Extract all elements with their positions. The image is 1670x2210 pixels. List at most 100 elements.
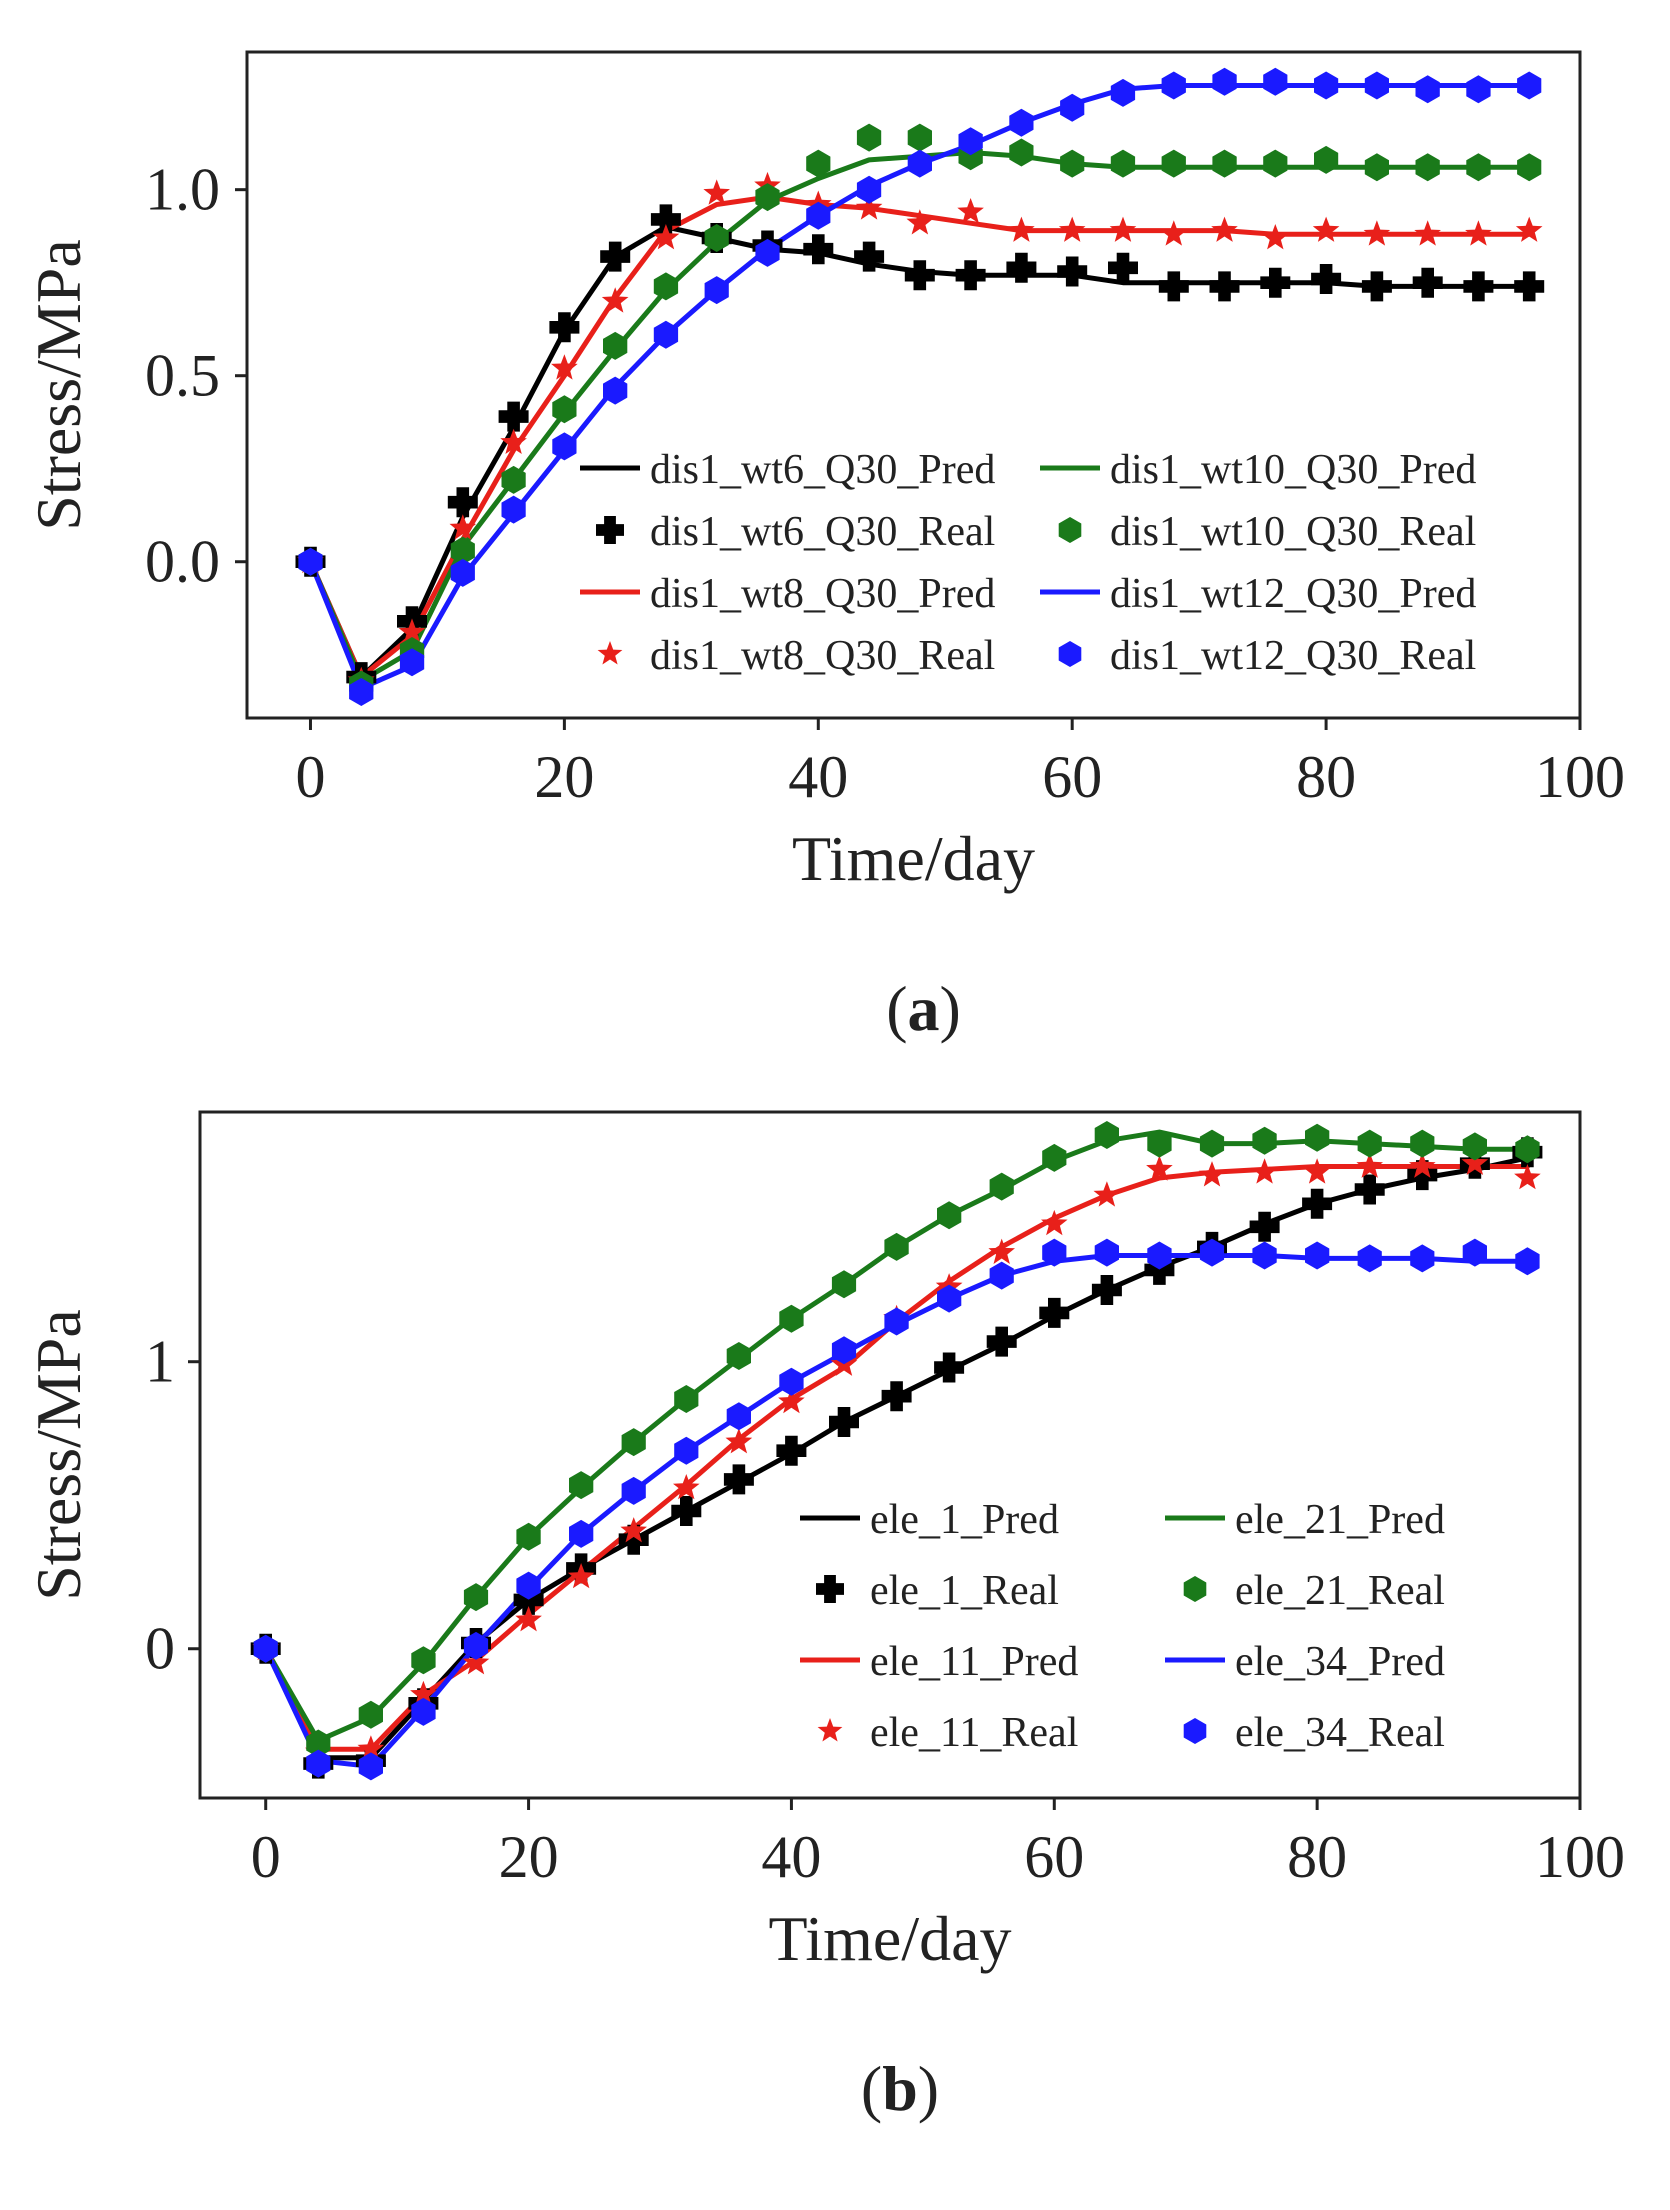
data-point: [907, 123, 932, 152]
data-point: [398, 618, 426, 644]
x-tick-label: 100: [1535, 1824, 1625, 1890]
data-point: [989, 1261, 1014, 1290]
y-tick-label: 1: [145, 1329, 175, 1395]
legend-marker-swatch: [817, 1718, 843, 1742]
legend: dis1_wt6_Q30_Pred dis1_wt6_Q30_Real dis1_w…: [580, 447, 1476, 679]
data-point: [1263, 149, 1288, 178]
data-point: [755, 238, 780, 267]
panel-label: (b): [861, 2053, 939, 2124]
data-point: [937, 1201, 962, 1230]
data-point: [447, 487, 478, 518]
data-point: [349, 678, 374, 706]
data-point: [937, 1284, 962, 1313]
y-axis-label: Stress/MPa: [23, 1309, 94, 1601]
data-point: [1263, 67, 1288, 96]
data-point: [621, 1428, 646, 1457]
data-point: [958, 127, 983, 156]
data-point: [1410, 1129, 1435, 1158]
data-point: [501, 495, 526, 524]
data-point: [1110, 149, 1136, 178]
data-point: [653, 272, 679, 301]
data-point: [358, 1700, 383, 1729]
data-point: [551, 354, 578, 380]
data-point: [1042, 1143, 1067, 1172]
data-point: [1354, 1174, 1385, 1205]
legend-marker-swatch: [816, 1575, 844, 1603]
data-point: [1091, 1275, 1122, 1305]
data-point: [674, 1436, 699, 1465]
series-markers-dis1_wt8_Q30_Real: [297, 171, 1543, 693]
data-point: [673, 1474, 700, 1500]
data-point: [498, 401, 529, 432]
legend-label: ele_21_Pred: [1235, 1497, 1445, 1543]
x-tick-label: 20: [534, 744, 594, 810]
data-point: [306, 1749, 331, 1778]
data-point: [1147, 1129, 1172, 1158]
y-tick-label: 0.0: [145, 529, 220, 595]
legend-label: dis1_wt12_Q30_Pred: [1110, 571, 1476, 617]
legend-label: dis1_wt6_Q30_Real: [650, 509, 995, 555]
data-point: [779, 1367, 804, 1396]
data-point: [1260, 267, 1291, 298]
plot-frame: [198, 1110, 1582, 1800]
data-point: [1410, 1244, 1435, 1273]
data-point: [726, 1402, 751, 1431]
legend-marker-swatch: [1058, 641, 1082, 667]
legend-label: ele_1_Real: [870, 1568, 1059, 1614]
data-point: [906, 209, 934, 235]
data-point: [806, 201, 831, 230]
data-point: [1110, 78, 1136, 107]
x-tick-label: 40: [761, 1824, 821, 1890]
data-point: [1251, 1158, 1278, 1184]
data-point: [653, 320, 679, 349]
legend-marker-swatch: [597, 641, 623, 665]
data-point: [1356, 1152, 1383, 1178]
data-point: [462, 1649, 490, 1675]
y-tick-label: 0.5: [145, 343, 220, 409]
data-point: [1158, 271, 1189, 302]
data-point: [1311, 264, 1342, 294]
data-point: [411, 1697, 436, 1726]
data-point: [1514, 271, 1545, 302]
data-point: [829, 1407, 859, 1437]
data-point: [1305, 1123, 1330, 1152]
data-point: [1461, 1149, 1489, 1175]
data-point: [411, 1646, 436, 1675]
chart-panel-b: 0 20 40 60 80 100 0 1 Time/day Stress/MPa ele_1_Pr…: [23, 1110, 1625, 1974]
data-point: [652, 224, 680, 250]
data-point: [704, 224, 729, 252]
data-point: [501, 465, 526, 494]
data-point: [1198, 1161, 1226, 1187]
data-point: [1515, 1247, 1540, 1276]
legend-label: dis1_wt12_Q30_Real: [1110, 633, 1476, 679]
data-point: [567, 1563, 595, 1589]
data-point: [1008, 216, 1035, 242]
x-tick-label: 40: [788, 744, 848, 810]
data-point: [1094, 1121, 1119, 1149]
data-point: [1146, 1155, 1173, 1181]
data-point: [855, 194, 883, 220]
data-point: [1465, 220, 1492, 246]
data-point: [1161, 71, 1186, 100]
data-point: [298, 547, 323, 576]
data-point: [831, 1336, 857, 1365]
data-point: [1462, 1238, 1487, 1267]
legend-label: dis1_wt10_Q30_Pred: [1110, 447, 1476, 493]
panel-label: (a): [886, 973, 961, 1044]
data-point: [552, 395, 577, 424]
data-point: [778, 1387, 805, 1414]
data-point: [463, 1631, 489, 1660]
x-tick-label: 20: [499, 1824, 559, 1890]
plot-frame: [245, 50, 1582, 720]
legend-marker-swatch: [596, 516, 624, 544]
data-point: [881, 1381, 912, 1412]
data-point: [1094, 1238, 1119, 1267]
x-tick-label: 100: [1535, 744, 1625, 810]
data-point: [569, 1519, 594, 1548]
data-point: [306, 1729, 331, 1758]
legend-label: dis1_wt8_Q30_Pred: [650, 571, 995, 617]
data-point: [803, 234, 834, 265]
data-point: [357, 1735, 385, 1761]
